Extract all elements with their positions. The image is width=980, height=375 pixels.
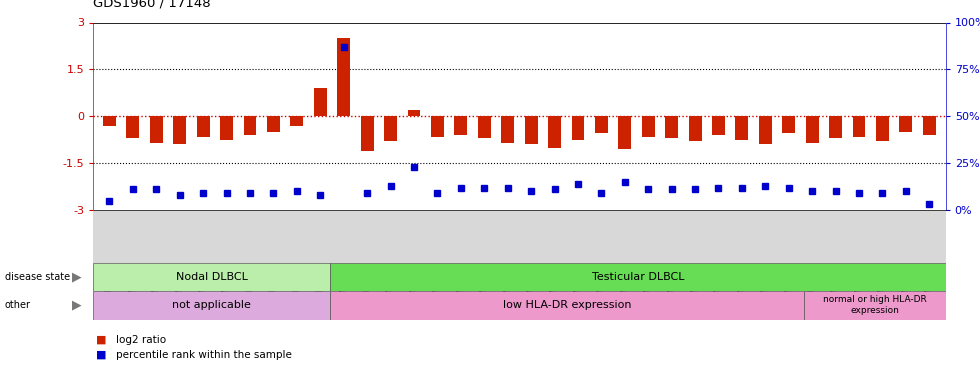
Bar <box>853 116 865 136</box>
Bar <box>220 116 233 140</box>
Bar <box>548 116 561 147</box>
Bar <box>829 116 842 138</box>
Bar <box>93 291 330 320</box>
Text: Nodal DLBCL: Nodal DLBCL <box>175 272 248 282</box>
Text: other: other <box>5 300 31 310</box>
Bar <box>330 291 804 320</box>
Bar <box>804 291 946 320</box>
Text: percentile rank within the sample: percentile rank within the sample <box>116 350 291 360</box>
Bar <box>524 116 538 144</box>
Bar <box>103 116 116 126</box>
Bar <box>595 116 608 134</box>
Bar <box>759 116 772 144</box>
Bar <box>642 116 655 136</box>
Bar <box>431 116 444 136</box>
Text: ■: ■ <box>96 335 107 345</box>
Bar <box>337 38 350 116</box>
Bar <box>93 262 330 291</box>
Bar <box>330 262 946 291</box>
Bar <box>126 116 139 138</box>
Bar <box>618 116 631 149</box>
Text: ■: ■ <box>96 350 107 360</box>
Text: GDS1960 / 17148: GDS1960 / 17148 <box>93 0 211 9</box>
Bar <box>455 116 467 135</box>
Bar <box>361 116 373 151</box>
Bar <box>150 116 163 143</box>
Bar <box>806 116 818 143</box>
Bar <box>876 116 889 141</box>
Bar <box>314 88 326 116</box>
Bar <box>267 116 280 132</box>
Text: Testicular DLBCL: Testicular DLBCL <box>592 272 684 282</box>
Text: normal or high HLA-DR
expression: normal or high HLA-DR expression <box>823 296 926 315</box>
Bar <box>735 116 749 140</box>
Bar <box>290 116 304 126</box>
Bar <box>689 116 702 141</box>
Text: ▶: ▶ <box>72 270 81 283</box>
Bar <box>408 110 420 116</box>
Text: log2 ratio: log2 ratio <box>116 335 166 345</box>
Bar <box>923 116 936 135</box>
Bar <box>571 116 584 140</box>
Text: not applicable: not applicable <box>172 300 251 310</box>
Bar <box>384 116 397 141</box>
Bar <box>197 116 210 136</box>
Bar <box>173 116 186 144</box>
Bar <box>665 116 678 138</box>
Bar <box>478 116 491 138</box>
Text: ▶: ▶ <box>72 298 81 312</box>
Bar <box>244 116 257 135</box>
Bar <box>501 116 514 143</box>
Bar <box>712 116 725 135</box>
Bar <box>900 116 912 132</box>
Text: disease state: disease state <box>5 272 70 282</box>
Bar <box>782 116 795 134</box>
Text: low HLA-DR expression: low HLA-DR expression <box>503 300 631 310</box>
